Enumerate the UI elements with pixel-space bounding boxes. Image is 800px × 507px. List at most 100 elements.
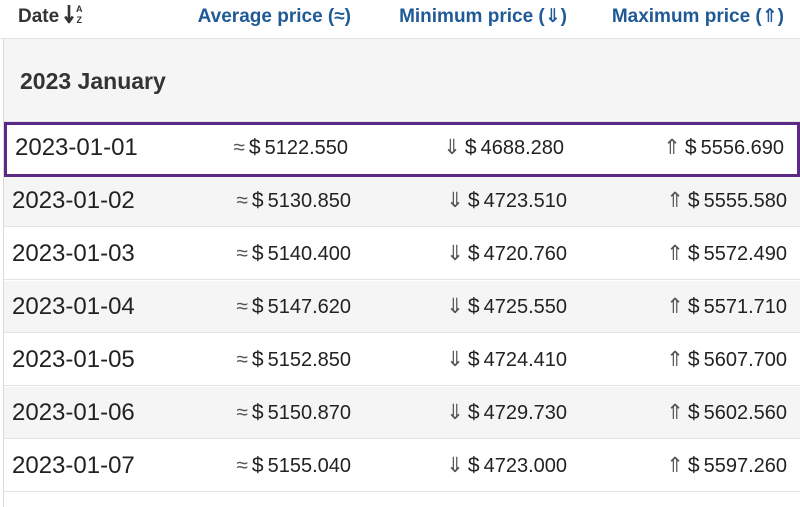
minimum-price-cell: ⇓ $4723.510 — [446, 175, 567, 226]
date-value: 2023-01-02 — [12, 187, 135, 214]
currency-symbol: $ — [251, 295, 264, 318]
approx-icon: ≈ — [236, 242, 248, 265]
column-header-minimum-price[interactable]: Minimum price (⇓) — [399, 6, 567, 27]
minimum-price-value: 4724.410 — [483, 349, 567, 371]
average-price-cell: ≈ $5140.400 — [236, 228, 351, 279]
currency-symbol: $ — [467, 295, 480, 318]
double-arrow-down-icon: ⇓ — [446, 242, 464, 265]
table-left-border — [3, 0, 4, 507]
minimum-price-value: 4723.000 — [483, 455, 567, 477]
sort-az-icon[interactable]: A Z — [64, 2, 88, 26]
date-value: 2023-01-06 — [12, 399, 135, 426]
double-arrow-down-icon: ⇓ — [446, 189, 464, 212]
currency-symbol: $ — [251, 348, 264, 371]
average-price-value: 5140.400 — [267, 243, 351, 265]
table-row[interactable]: 2023-01-04 ≈ $5147.620 ⇓ $4725.550 ⇑ $5571.710 — [4, 281, 800, 333]
minimum-price-cell: ⇓ $4729.730 — [446, 387, 567, 438]
maximum-price-cell: ⇑ $5555.580 — [666, 175, 787, 226]
maximum-price-cell: ⇑ $5602.560 — [666, 387, 787, 438]
double-arrow-up-icon: ⇑ — [663, 136, 681, 159]
minimum-price-cell: ⇓ $4688.280 — [443, 122, 564, 173]
double-arrow-up-icon: ⇑ — [666, 295, 684, 318]
average-price-cell: ≈ $5150.870 — [236, 387, 351, 438]
currency-symbol: $ — [467, 242, 480, 265]
approx-icon: ≈ — [236, 189, 248, 212]
currency-symbol: $ — [251, 189, 264, 212]
maximum-price-cell: ⇑ $5607.700 — [666, 334, 787, 385]
maximum-price-value: 5602.560 — [703, 402, 787, 424]
date-cell: 2023-01-05 — [12, 334, 135, 385]
maximum-price-cell: ⇑ $5597.260 — [666, 440, 787, 491]
minimum-price-value: 4688.280 — [480, 137, 564, 159]
svg-text:Z: Z — [77, 15, 83, 25]
average-price-cell: ≈ $5147.620 — [236, 281, 351, 332]
date-cell: 2023-01-01 — [15, 122, 138, 173]
table-row-selected[interactable]: 2023-01-01 ≈ $5122.550 ⇓ $4688.280 ⇑ $5556.690 — [4, 122, 800, 177]
table-row[interactable]: 2023-01-07 ≈ $5155.040 ⇓ $4723.000 ⇑ $5597.260 — [4, 440, 800, 492]
currency-symbol: $ — [687, 242, 700, 265]
average-price-cell: ≈ $5152.850 — [236, 334, 351, 385]
column-header-average-price[interactable]: Average price (≈) — [197, 6, 351, 27]
maximum-price-value: 5555.580 — [703, 190, 787, 212]
approx-icon: ≈ — [236, 401, 248, 424]
date-cell: 2023-01-04 — [12, 281, 135, 332]
maximum-price-cell: ⇑ $5556.690 — [663, 122, 784, 173]
maximum-price-value: 5572.490 — [703, 243, 787, 265]
table-row[interactable]: 2023-01-05 ≈ $5152.850 ⇓ $4724.410 ⇑ $5607.700 — [4, 334, 800, 386]
minimum-price-value: 4725.550 — [483, 296, 567, 318]
minimum-price-value: 4720.760 — [483, 243, 567, 265]
approx-icon: ≈ — [233, 136, 245, 159]
currency-symbol: $ — [687, 189, 700, 212]
average-price-value: 5130.850 — [267, 190, 351, 212]
date-cell: 2023-01-07 — [12, 440, 135, 491]
currency-symbol: $ — [251, 401, 264, 424]
currency-symbol: $ — [684, 136, 697, 159]
double-arrow-up-icon: ⇑ — [666, 454, 684, 477]
double-arrow-up-icon: ⇑ — [666, 348, 684, 371]
date-value: 2023-01-05 — [12, 346, 135, 373]
average-price-value: 5155.040 — [267, 455, 351, 477]
maximum-price-cell: ⇑ $5571.710 — [666, 281, 787, 332]
currency-symbol: $ — [248, 136, 261, 159]
column-header-date-label: Date — [18, 6, 60, 27]
minimum-price-value: 4723.510 — [483, 190, 567, 212]
date-value: 2023-01-04 — [12, 293, 135, 320]
double-arrow-down-icon: ⇓ — [443, 136, 461, 159]
approx-icon: ≈ — [236, 295, 248, 318]
currency-symbol: $ — [251, 242, 264, 265]
double-arrow-down-icon: ⇓ — [446, 295, 464, 318]
double-arrow-up-icon: ⇑ — [666, 401, 684, 424]
column-header-date[interactable]: Date A Z — [18, 0, 88, 34]
average-price-value: 5152.850 — [267, 349, 351, 371]
currency-symbol: $ — [464, 136, 477, 159]
currency-symbol: $ — [687, 295, 700, 318]
maximum-price-cell: ⇑ $5572.490 — [666, 228, 787, 279]
date-value: 2023-01-07 — [12, 452, 135, 479]
date-cell: 2023-01-02 — [12, 175, 135, 226]
group-row-month: 2023 January — [4, 39, 800, 122]
currency-symbol: $ — [467, 348, 480, 371]
approx-icon: ≈ — [236, 454, 248, 477]
maximum-price-value: 5571.710 — [703, 296, 787, 318]
date-cell: 2023-01-06 — [12, 387, 135, 438]
average-price-cell: ≈ $5122.550 — [233, 122, 348, 173]
approx-icon: ≈ — [236, 348, 248, 371]
maximum-price-value: 5607.700 — [703, 349, 787, 371]
minimum-price-value: 4729.730 — [483, 402, 567, 424]
average-price-cell: ≈ $5155.040 — [236, 440, 351, 491]
currency-symbol: $ — [467, 189, 480, 212]
double-arrow-up-icon: ⇑ — [666, 189, 684, 212]
average-price-cell: ≈ $5130.850 — [236, 175, 351, 226]
currency-symbol: $ — [687, 401, 700, 424]
currency-symbol: $ — [251, 454, 264, 477]
currency-symbol: $ — [687, 348, 700, 371]
table-row[interactable]: 2023-01-02 ≈ $5130.850 ⇓ $4723.510 ⇑ $5555.580 — [4, 175, 800, 227]
column-header-maximum-price[interactable]: Maximum price (⇑) — [611, 6, 784, 27]
currency-symbol: $ — [467, 401, 480, 424]
table-header: Date A Z Average price (≈) Minimum price… — [0, 0, 800, 39]
table-row[interactable]: 2023-01-03 ≈ $5140.400 ⇓ $4720.760 ⇑ $5572.490 — [4, 228, 800, 280]
table-row[interactable]: 2023-01-06 ≈ $5150.870 ⇓ $4729.730 ⇑ $5602.560 — [4, 387, 800, 439]
date-value: 2023-01-01 — [15, 134, 138, 161]
maximum-price-value: 5556.690 — [700, 137, 784, 159]
